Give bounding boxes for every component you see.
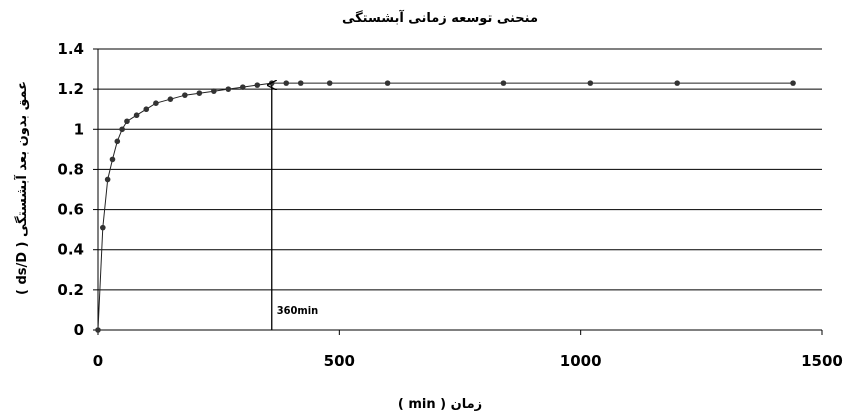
data-point	[297, 80, 304, 86]
data-point	[254, 82, 261, 88]
y-tick-labels: 0 0.2 0.4 0.6 0.8 1 1.2 1.4	[57, 40, 84, 339]
annotation: 360min	[272, 85, 318, 330]
x-tick-label: 0	[93, 352, 103, 370]
data-point	[109, 156, 116, 163]
y-tick-label: 0.6	[57, 201, 84, 219]
data-point	[283, 80, 290, 86]
data-point	[240, 84, 246, 90]
x-axis-label: ( min ) زمان	[398, 397, 482, 412]
data-point	[674, 80, 680, 86]
y-tick-label: 1.4	[57, 40, 84, 58]
data-point	[119, 126, 125, 133]
data-point	[104, 176, 111, 183]
data-point	[268, 80, 275, 86]
chart-title: منحنی توسعه زمانی آبشستگی	[342, 9, 538, 26]
data-point	[143, 106, 150, 113]
data-point	[124, 118, 130, 125]
data-point	[114, 138, 121, 145]
data-point	[384, 80, 391, 86]
y-tick-label: 0	[74, 321, 84, 339]
data-point	[100, 224, 106, 231]
data-point	[500, 80, 507, 86]
y-tick-label: 0.2	[57, 281, 84, 299]
data-point	[587, 80, 594, 86]
annotation-label: 360min	[277, 304, 318, 317]
data-point	[196, 90, 203, 96]
grid-lines	[98, 48, 822, 291]
data-point	[133, 112, 140, 119]
x-tick-label: 1500	[801, 352, 843, 370]
y-tick-label: 0.8	[57, 160, 84, 178]
data-point	[225, 86, 232, 92]
y-axis-label: ( ds/D ) عمق بدون بعد آبشستگی	[13, 81, 30, 295]
data-point	[326, 80, 333, 86]
series-line	[97, 82, 793, 331]
data-point	[153, 100, 159, 106]
y-tick-label: 0.4	[57, 241, 84, 259]
data-series	[95, 80, 796, 333]
axes	[93, 48, 823, 335]
y-tick-label: 1.2	[57, 80, 84, 98]
x-tick-label: 1000	[560, 352, 602, 370]
data-point	[790, 80, 796, 86]
data-point	[182, 92, 188, 98]
y-tick-label: 1	[74, 120, 84, 138]
x-tick-label: 500	[324, 352, 355, 370]
data-point	[167, 96, 174, 102]
data-point	[95, 327, 101, 333]
x-tick-labels: 0 500 1000 1500	[93, 352, 843, 370]
data-point	[211, 88, 217, 94]
